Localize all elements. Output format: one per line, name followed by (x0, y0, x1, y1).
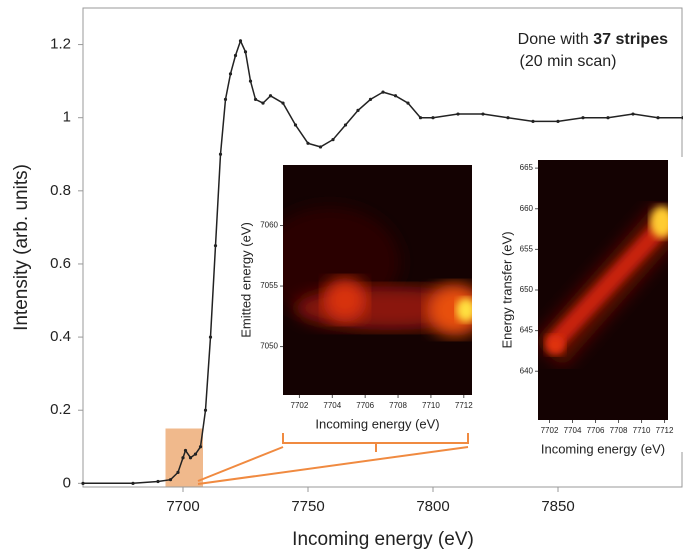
x-tick-label: 7704 (564, 426, 582, 435)
data-point (306, 141, 310, 145)
data-point (281, 101, 285, 105)
data-point (556, 119, 560, 123)
data-point (253, 97, 258, 102)
data-point (331, 138, 335, 142)
x-tick-label: 7708 (610, 426, 628, 435)
data-point (656, 116, 660, 120)
bracket (197, 433, 469, 485)
y-tick-label: 0.4 (50, 328, 71, 345)
data-line (83, 38, 683, 485)
y-tick-label: 7055 (260, 281, 278, 290)
y-tick-label: 1.2 (50, 36, 71, 53)
data-point (223, 97, 228, 102)
x-tick-label: 7850 (541, 498, 574, 515)
data-point (418, 116, 423, 120)
data-point (213, 244, 218, 248)
data-point (506, 116, 510, 120)
data-point (198, 445, 203, 449)
data-point (581, 116, 585, 120)
data-point (188, 456, 193, 460)
annotation-note: (20 min scan) (520, 53, 617, 70)
y-tick-label: 7060 (260, 221, 278, 230)
data-point (431, 116, 435, 120)
annotation: Done with 37 stripes (518, 31, 668, 48)
y-axis-label: Intensity (arb. units) (11, 164, 32, 331)
data-point (218, 152, 223, 156)
y-tick-label: 660 (520, 204, 534, 213)
annotation-bold: 37 stripes (593, 31, 668, 48)
x-axis-label: Incoming energy (eV) (315, 416, 439, 431)
data-point (356, 108, 360, 112)
data-point (248, 79, 253, 83)
x-tick-label: 7750 (291, 498, 324, 515)
x-tick-label: 7702 (291, 401, 309, 410)
data-point (168, 478, 173, 482)
data-point (318, 145, 323, 149)
data-point (181, 456, 185, 460)
y-tick-label: 655 (520, 244, 534, 253)
y-tick-label: 0.8 (50, 182, 71, 199)
data-point (531, 119, 535, 123)
data-point (228, 72, 233, 76)
data-point (368, 97, 373, 102)
data-point (261, 101, 265, 105)
data-point (268, 94, 273, 98)
data-point (481, 112, 485, 116)
x-axis-label: Incoming energy (eV) (541, 441, 665, 456)
data-point (606, 116, 610, 120)
x-tick-label: 7706 (356, 401, 374, 410)
data-point (456, 112, 460, 116)
data-point (243, 50, 248, 54)
data-point (238, 39, 243, 43)
y-tick-label: 0.6 (50, 255, 71, 272)
y-tick-label: 665 (520, 163, 534, 172)
y-tick-label: 645 (520, 326, 534, 335)
data-point (203, 408, 208, 412)
data-point (293, 123, 298, 127)
y-tick-label: 650 (520, 285, 534, 294)
y-tick-label: 7050 (260, 342, 278, 351)
y-axis-label: Emitted energy (eV) (238, 222, 253, 338)
x-tick-label: 7708 (389, 401, 407, 410)
data-point (406, 101, 410, 105)
data-point (343, 123, 348, 127)
data-point (381, 90, 385, 94)
y-axis-label: Energy transfer (eV) (499, 231, 514, 348)
x-tick-label: 7706 (587, 426, 605, 435)
data-point (131, 481, 135, 485)
heatmap-image (538, 160, 668, 420)
data-point (233, 53, 238, 58)
x-tick-label: 7702 (541, 426, 559, 435)
x-tick-label: 7800 (416, 498, 449, 515)
data-point (631, 112, 635, 116)
x-tick-label: 7712 (455, 401, 473, 410)
data-point (81, 481, 85, 485)
heatmap-image (283, 165, 472, 395)
x-axis-label: Incoming energy (eV) (292, 529, 474, 550)
y-tick-label: 0.2 (50, 401, 71, 418)
x-tick-label: 7710 (422, 401, 440, 410)
x-tick-label: 7700 (166, 498, 199, 515)
data-point (393, 94, 398, 98)
y-tick-label: 0 (63, 474, 71, 491)
x-tick-label: 7712 (656, 426, 674, 435)
data-point (208, 335, 213, 339)
data-point (193, 452, 198, 456)
y-tick-label: 640 (520, 366, 534, 375)
annotation-text: Done with (518, 31, 589, 48)
data-point (176, 470, 180, 474)
x-tick-label: 7704 (323, 401, 341, 410)
y-tick-label: 1 (63, 109, 71, 126)
data-point (156, 479, 160, 484)
x-tick-label: 7710 (633, 426, 651, 435)
data-point (183, 448, 188, 453)
